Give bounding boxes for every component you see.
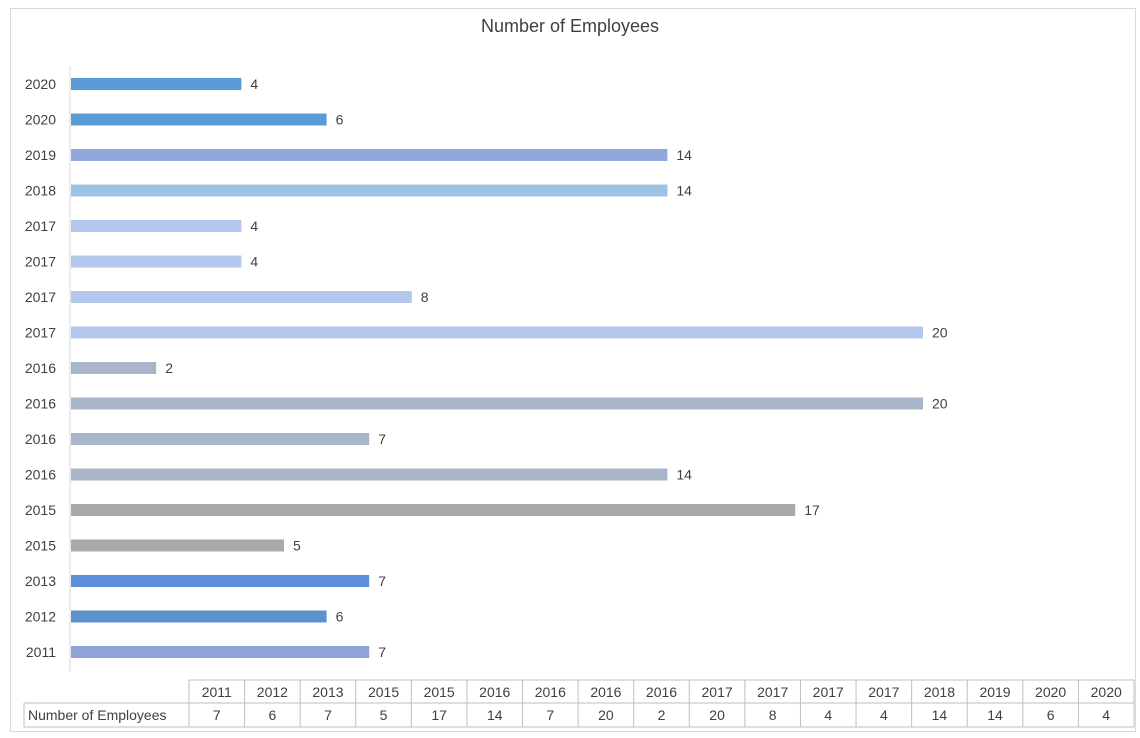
table-category-cell: 2017 — [757, 684, 788, 700]
data-label: 5 — [293, 538, 301, 554]
table-category-cell: 2016 — [646, 684, 677, 700]
category-label: 2020 — [25, 112, 56, 128]
category-label: 2020 — [25, 76, 56, 92]
bar-2020-16 — [71, 78, 242, 90]
table-series-label: Number of Employees — [28, 707, 167, 723]
table-category-cell: 2017 — [702, 684, 733, 700]
data-label: 14 — [676, 183, 692, 199]
bar-2011-0 — [71, 646, 370, 658]
category-label: 2019 — [25, 147, 56, 163]
table-category-cell: 2015 — [368, 684, 399, 700]
category-label: 2016 — [25, 467, 56, 483]
data-label: 4 — [250, 218, 258, 234]
table-category-cell: 2020 — [1091, 684, 1122, 700]
category-label: 2017 — [25, 254, 56, 270]
table-value-cell: 7 — [213, 707, 221, 723]
bar-2015-3 — [71, 539, 284, 552]
bar-2016-8 — [71, 362, 157, 374]
table-value-cell: 5 — [380, 707, 388, 723]
data-labels: 7 6 7 5 17 14 7 20 2 20 8 4 4 14 14 6 4 — [165, 76, 948, 660]
data-label: 7 — [378, 644, 386, 660]
category-axis-labels: 2011 2012 2013 2015 2015 2016 2016 2016 2016 2017… — [25, 76, 56, 660]
category-label: 2016 — [25, 431, 56, 447]
table-value-cell: 14 — [487, 707, 503, 723]
table-category-cell: 2016 — [590, 684, 621, 700]
category-label: 2015 — [25, 502, 56, 518]
bar-2016-7 — [71, 397, 923, 410]
table-value-cell: 14 — [987, 707, 1003, 723]
bars-layer — [71, 78, 923, 658]
data-label: 2 — [165, 360, 173, 376]
table-value-cell: 6 — [1047, 707, 1055, 723]
bar-2020-15 — [71, 113, 327, 126]
bar-2017-11 — [71, 255, 242, 268]
bar-2012-1 — [71, 610, 327, 623]
bar-2017-10 — [71, 291, 412, 303]
bar-2017-12 — [71, 220, 242, 232]
data-label: 17 — [804, 502, 820, 518]
table-value-cell: 8 — [769, 707, 777, 723]
table-value-cell: 17 — [431, 707, 447, 723]
table-category-cell: 2017 — [868, 684, 899, 700]
table-category-cell: 2015 — [424, 684, 455, 700]
chart-title: Number of Employees — [480, 16, 660, 36]
bar-2016-6 — [71, 433, 370, 445]
table-category-cell: 2017 — [813, 684, 844, 700]
data-label: 20 — [932, 325, 948, 341]
category-label: 2016 — [25, 360, 56, 376]
data-label: 7 — [378, 573, 386, 589]
category-label: 2017 — [25, 289, 56, 305]
table-category-cell: 2011 — [202, 684, 232, 700]
table-value-cell: 20 — [709, 707, 725, 723]
table-category-cell: 2018 — [924, 684, 955, 700]
category-label: 2013 — [25, 573, 56, 589]
data-label: 8 — [421, 289, 429, 305]
category-label: 2017 — [25, 325, 56, 341]
data-label: 6 — [336, 112, 344, 128]
table-category-cell: 2016 — [479, 684, 510, 700]
table-value-cell: 7 — [546, 707, 554, 723]
category-label: 2015 — [25, 538, 56, 554]
bar-2016-5 — [71, 468, 668, 481]
bar-2018-13 — [71, 184, 668, 197]
category-label: 2012 — [25, 609, 56, 625]
table-value-cell: 14 — [932, 707, 948, 723]
table-category-cell: 2013 — [312, 684, 343, 700]
category-label: 2018 — [25, 183, 56, 199]
data-label: 4 — [250, 76, 258, 92]
table-value-cell: 7 — [324, 707, 332, 723]
table-value-cell: 4 — [1102, 707, 1110, 723]
data-label: 14 — [676, 467, 692, 483]
table-category-cell: 2016 — [535, 684, 566, 700]
data-label: 7 — [378, 431, 386, 447]
bar-2017-9 — [71, 326, 923, 339]
table-value-cell: 20 — [598, 707, 614, 723]
table-category-cell: 2020 — [1035, 684, 1066, 700]
table-category-cell: 2019 — [979, 684, 1010, 700]
category-label: 2017 — [25, 218, 56, 234]
bar-2019-14 — [71, 149, 668, 161]
bar-2013-2 — [71, 575, 370, 587]
category-label: 2011 — [26, 644, 56, 660]
data-label: 4 — [250, 254, 258, 270]
data-table: Number of Employees 2011 7 2012 6 2013 7 2015 5 2… — [23, 679, 1135, 728]
data-label: 14 — [676, 147, 692, 163]
table-value-cell: 4 — [880, 707, 888, 723]
data-label: 20 — [932, 396, 948, 412]
category-label: 2016 — [25, 396, 56, 412]
table-value-cell: 4 — [824, 707, 832, 723]
table-value-cell: 2 — [658, 707, 666, 723]
table-category-cell: 2012 — [257, 684, 288, 700]
bar-2015-4 — [71, 504, 796, 516]
table-value-cell: 6 — [268, 707, 276, 723]
data-label: 6 — [336, 609, 344, 625]
